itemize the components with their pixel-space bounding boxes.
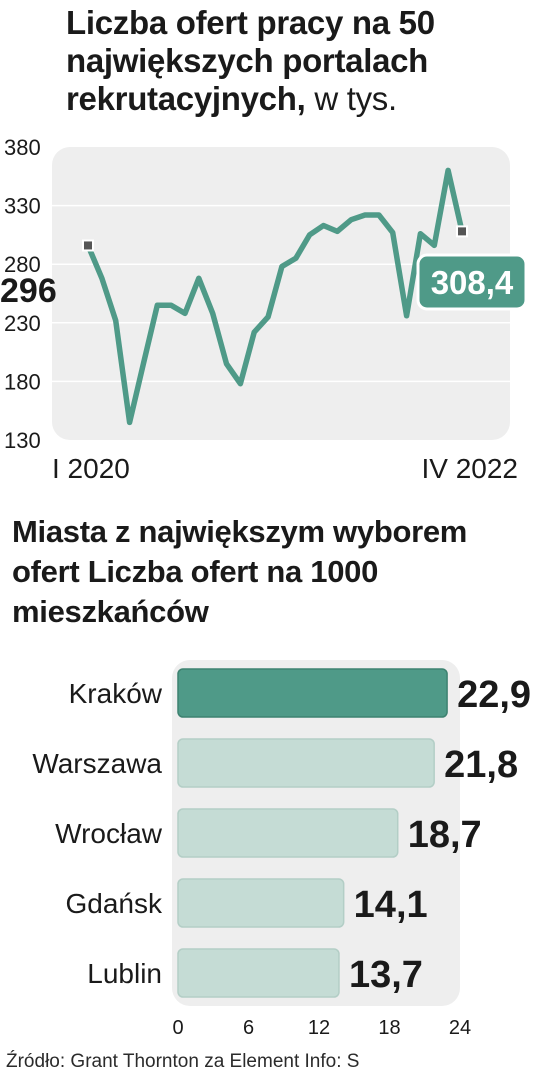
- bar-value-label: 21,8: [444, 744, 518, 786]
- line-chart-start-value-label: 296: [0, 272, 57, 310]
- bar-4: [177, 878, 345, 928]
- line-chart-x-end-label: IV 2022: [421, 453, 518, 484]
- bar-chart-x-tick-label: 6: [243, 1017, 254, 1039]
- bar-value-label: 13,7: [349, 954, 423, 996]
- bar-value-label: 14,1: [354, 884, 428, 926]
- bar-3: [177, 808, 399, 858]
- line-chart-title-unit: w tys.: [314, 80, 397, 117]
- line-chart: 380 330 280 230 180 130 296 308,4 I 2020 IV 2…: [0, 135, 528, 484]
- line-chart-y-tick-label: 230: [4, 311, 41, 336]
- bar-1: [177, 668, 448, 718]
- line-chart-y-tick-label: 330: [4, 194, 41, 219]
- bar-chart: Kraków 22,9 Warszawa 21,8 Wrocław 18,7 Gdańsk 1…: [32, 660, 531, 1039]
- line-chart-y-ticks: 380 330 280 230 180 130: [4, 135, 41, 453]
- line-chart-title-text: Liczba ofert pracy na 50 największych po…: [66, 4, 435, 117]
- bar-chart-x-tick-label: 12: [308, 1017, 330, 1039]
- bar-category-label: Gdańsk: [66, 888, 163, 919]
- line-chart-series-line: [85, 167, 465, 426]
- line-chart-title: Liczba ofert pracy na 50 największych po…: [66, 4, 526, 118]
- line-chart-start-marker: [82, 239, 94, 252]
- bar-category-label: Wrocław: [55, 818, 163, 849]
- bar-category-label: Kraków: [69, 678, 163, 709]
- line-chart-end-value-badge: [416, 253, 528, 311]
- line-chart-end-value-label: 308,4: [431, 264, 514, 301]
- bar-chart-x-tick-label: 18: [378, 1017, 400, 1039]
- bar-2: [177, 738, 435, 788]
- line-chart-y-tick-label: 380: [4, 135, 41, 160]
- bar-chart-title: Miasta z największym wyborem ofert Liczb…: [12, 514, 468, 629]
- bar-5: [177, 948, 340, 998]
- bar-chart-rows: Kraków 22,9 Warszawa 21,8 Wrocław 18,7 Gdańsk 1…: [32, 668, 531, 998]
- bar-chart-x-tick-label: 24: [449, 1017, 471, 1039]
- bar-chart-x-ticks: 0 6 12 18 24: [172, 1017, 471, 1039]
- line-chart-panel: [52, 147, 510, 440]
- line-chart-end-marker: [456, 225, 468, 238]
- line-chart-y-tick-label: 180: [4, 369, 41, 394]
- bar-value-label: 18,7: [408, 814, 482, 856]
- bar-category-label: Warszawa: [32, 748, 162, 779]
- line-chart-x-start-label: I 2020: [52, 453, 130, 484]
- line-chart-y-tick-label: 130: [4, 428, 41, 453]
- line-chart-markers: [82, 225, 468, 252]
- bar-value-label: 22,9: [457, 674, 531, 716]
- bar-category-label: Lublin: [87, 958, 162, 989]
- source-note: Źródło: Grant Thornton za Element Info: …: [6, 1051, 360, 1072]
- bar-chart-x-tick-label: 0: [172, 1017, 183, 1039]
- line-chart-y-tick-label: 280: [4, 252, 41, 277]
